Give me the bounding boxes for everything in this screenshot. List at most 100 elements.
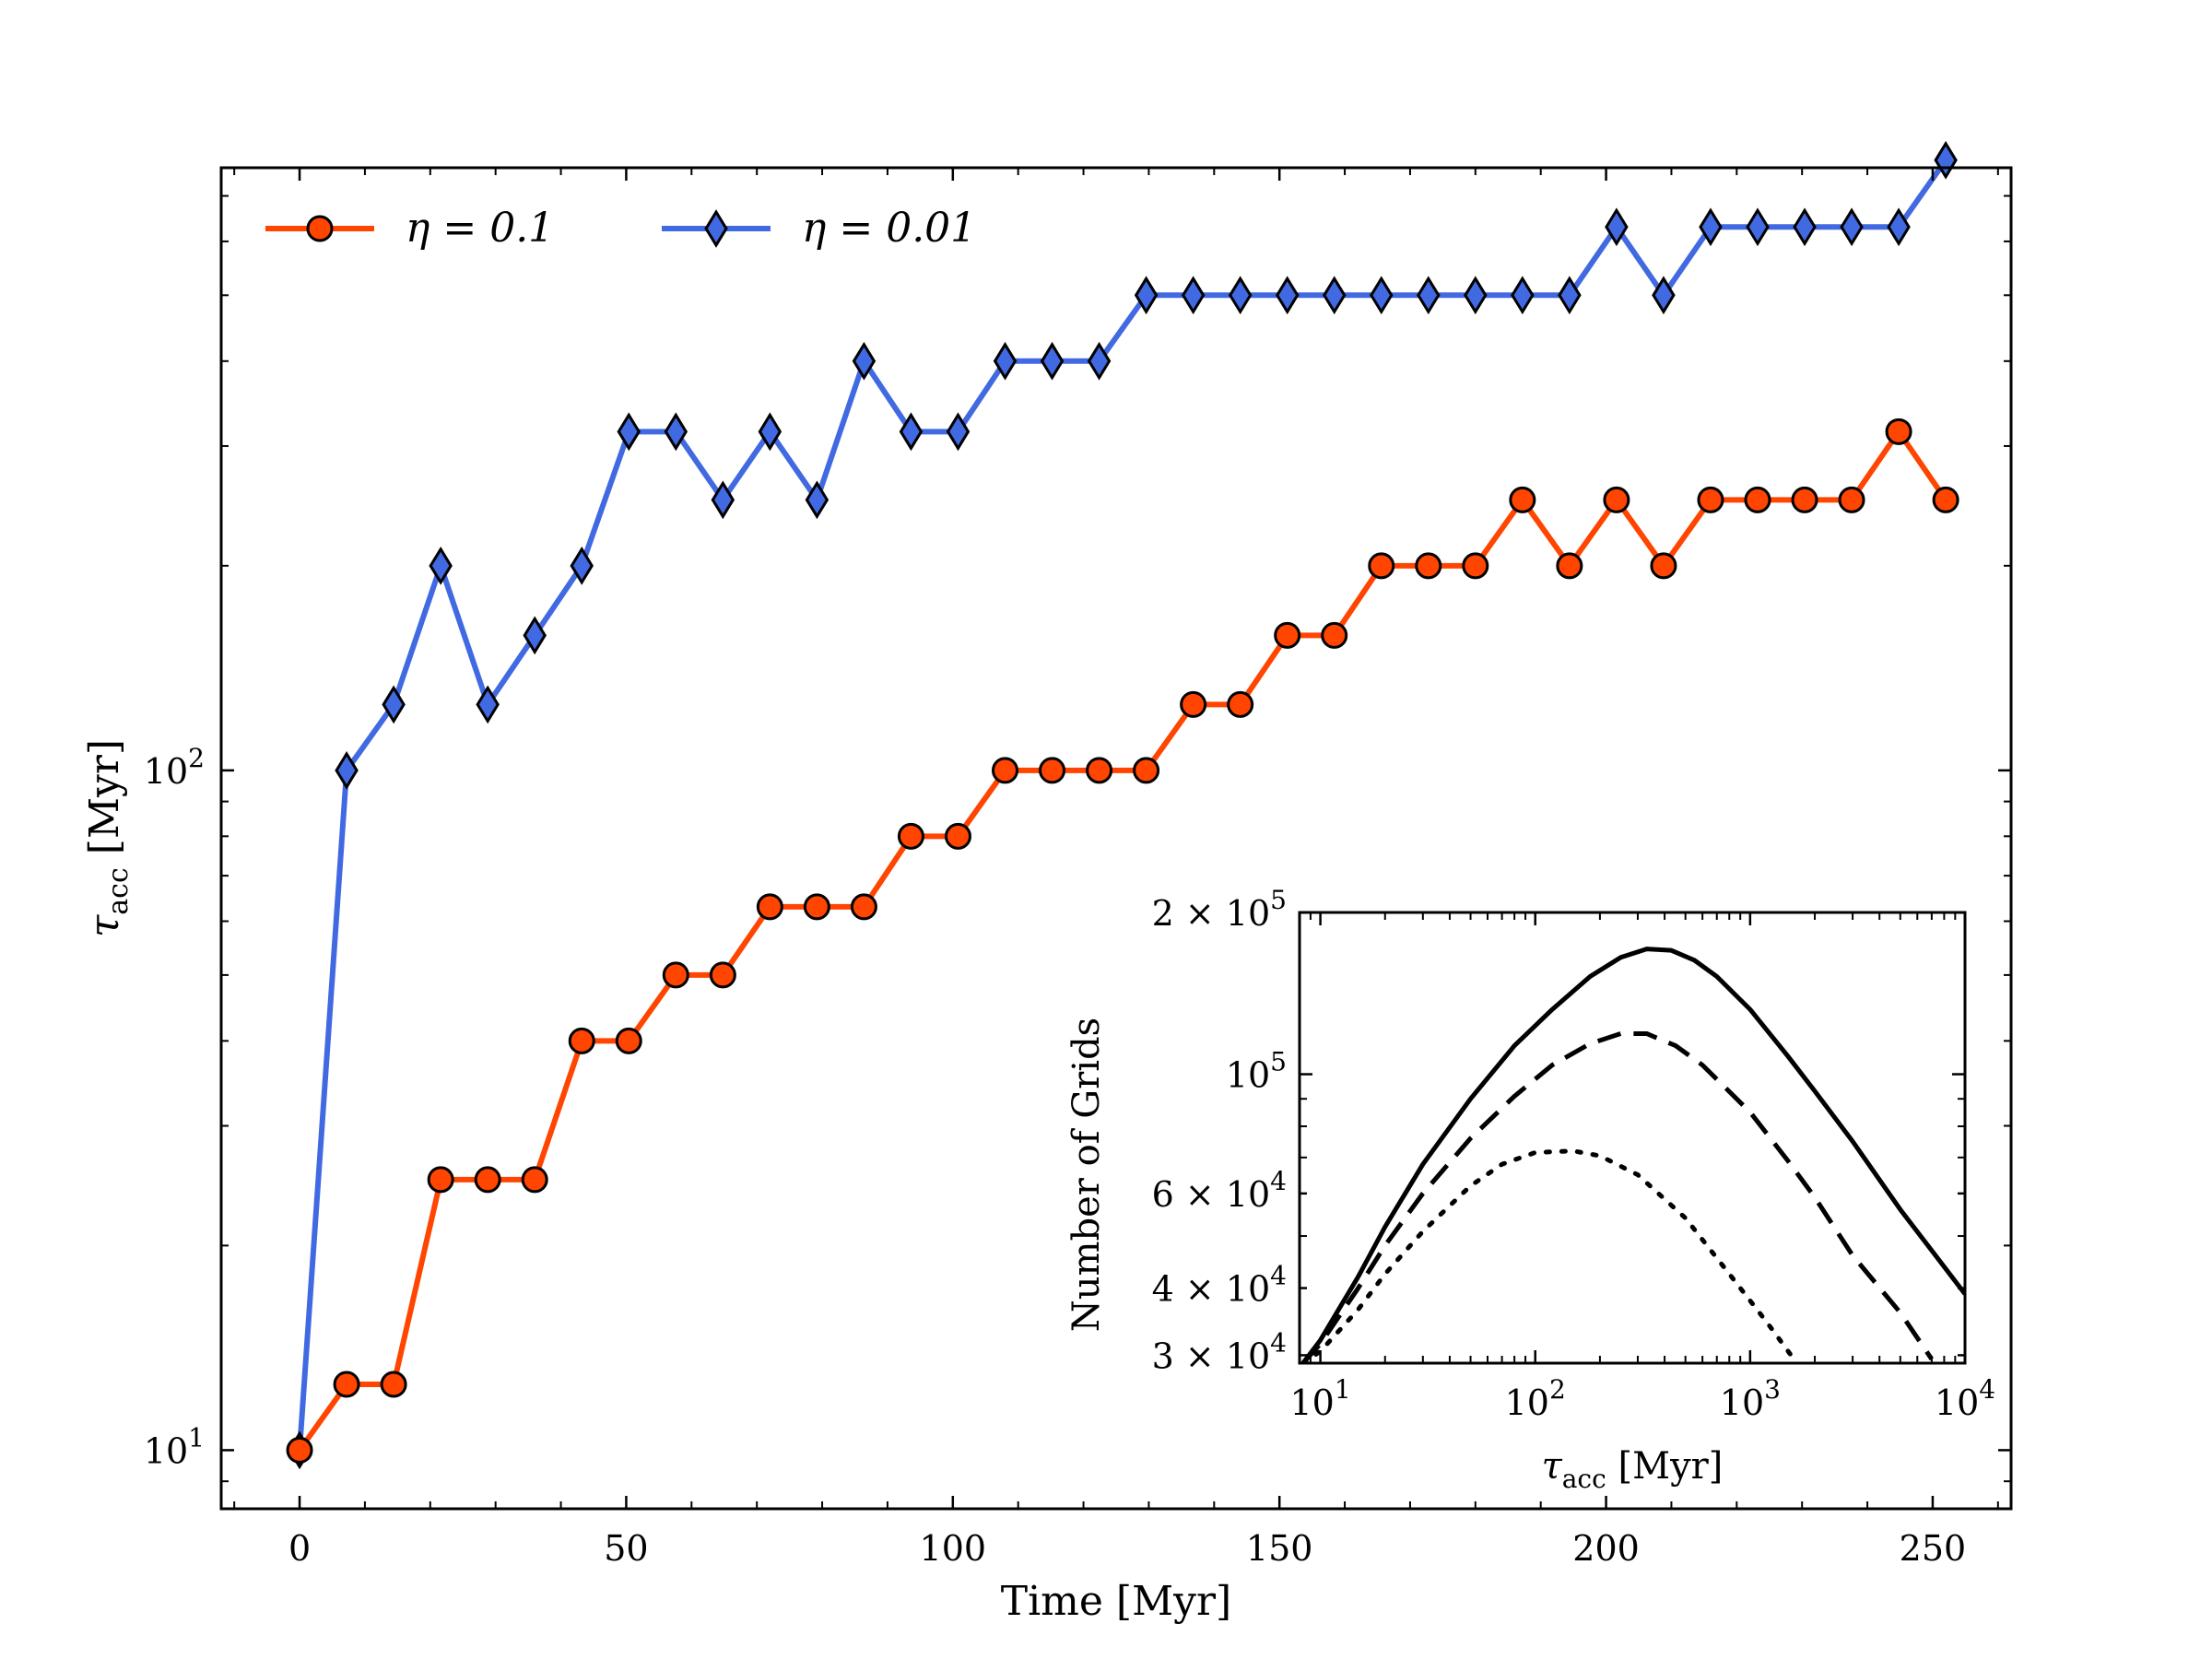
main-y-axis-label: τacc [Myr]: [81, 739, 135, 937]
data-point: [711, 480, 735, 520]
data-point: [1322, 276, 1347, 315]
inset-x-tick-label: 103: [1720, 1374, 1781, 1423]
data-point: [1746, 207, 1770, 247]
data-point: [1086, 757, 1113, 784]
inset-x-tick-label: 104: [1935, 1374, 1995, 1423]
x-tick-label: 50: [604, 1528, 648, 1569]
data-point: [335, 750, 359, 790]
data-point: [476, 685, 500, 724]
data-point: [521, 1166, 548, 1194]
x-tick-label: 100: [920, 1528, 987, 1569]
data-point: [1603, 486, 1630, 513]
data-point: [427, 1166, 454, 1194]
data-point: [850, 893, 877, 921]
inset-y-tick-label: 6 × 104: [1152, 1166, 1287, 1215]
legend-marker: [306, 215, 334, 242]
data-point: [1605, 207, 1629, 247]
data-point: [1321, 621, 1348, 649]
data-point: [1885, 418, 1912, 445]
data-point: [1462, 552, 1489, 580]
main-ticks-layer: 0 50 100 150 200 250 101 102: [144, 168, 2011, 1569]
data-point: [1464, 276, 1488, 315]
inset-x-tick-label: 101: [1289, 1374, 1350, 1423]
data-point: [944, 822, 971, 850]
inset-y-tick-label: 2 × 105: [1152, 885, 1287, 934]
data-point: [1133, 757, 1160, 784]
data-point: [1087, 341, 1112, 381]
data-point: [1556, 552, 1583, 580]
legend-marker: [704, 209, 728, 248]
inset-ticks-layer: 101 102 103 104 3 × 104 4 × 104 6 × 104 105 2 × …: [1152, 885, 1995, 1423]
legend-label: η = 0.1: [406, 205, 554, 252]
data-point: [664, 412, 688, 452]
inset-x-tick-label: 102: [1505, 1374, 1566, 1423]
data-point: [709, 961, 736, 989]
data-point: [382, 685, 406, 724]
data-point: [1697, 486, 1724, 513]
data-point: [1650, 552, 1677, 580]
inset-y-tick-label: 3 × 104: [1152, 1327, 1287, 1376]
inset-background: [1300, 912, 1965, 1363]
data-point: [1039, 757, 1066, 784]
data-point: [523, 616, 547, 655]
x-tick-label: 150: [1246, 1528, 1313, 1569]
inset-series-layer: [1300, 947, 1965, 1363]
data-point: [758, 412, 782, 452]
data-point: [333, 1371, 360, 1398]
data-point: [1228, 276, 1253, 315]
data-point: [1227, 690, 1254, 718]
data-point: [1415, 552, 1442, 580]
legend-item-eta-0-01: η = 0.01: [662, 205, 976, 252]
series-line: [297, 159, 1948, 1451]
legend: η = 0.1 η = 0.01: [265, 205, 976, 252]
data-point: [1417, 276, 1441, 315]
data-point: [1275, 276, 1300, 315]
data-point: [852, 341, 877, 381]
inset-curve-dotted: [1300, 1148, 1800, 1363]
legend-label: η = 0.01: [802, 205, 976, 252]
data-point: [380, 1371, 407, 1398]
inset-y-tick-label: 105: [1226, 1047, 1287, 1096]
main-series-layer: [286, 140, 1959, 1470]
y-tick-label: 101: [144, 1422, 205, 1471]
data-point: [570, 546, 594, 585]
data-point: [1699, 207, 1723, 247]
main-chart: 0 50 100 150 200 250 101 102 Time [Myr] τacc [M…: [81, 140, 2013, 1625]
data-point: [615, 1027, 642, 1054]
inset-y-axis-label: Number of Grids: [1065, 1018, 1108, 1332]
legend-item-eta-0-1: η = 0.1: [265, 205, 554, 252]
data-point: [1040, 341, 1065, 381]
data-point: [286, 1436, 313, 1464]
data-point: [1652, 276, 1676, 315]
x-tick-label: 250: [1900, 1528, 1967, 1569]
data-point: [1181, 276, 1206, 315]
data-point: [1180, 690, 1207, 718]
data-point: [1838, 486, 1865, 513]
inset-x-axis-label: τacc [Myr]: [1542, 1445, 1724, 1494]
data-point: [1134, 276, 1159, 315]
data-point: [429, 546, 453, 585]
inset-y-tick-label: 4 × 104: [1152, 1261, 1287, 1310]
data-point: [1511, 276, 1535, 315]
data-point: [1887, 207, 1911, 247]
data-point: [568, 1027, 595, 1054]
data-point: [805, 480, 830, 520]
data-point: [1793, 207, 1817, 247]
data-point: [1274, 621, 1301, 649]
data-point: [756, 893, 783, 921]
data-point: [1744, 486, 1771, 513]
inset-plot-frame: [1298, 911, 1967, 1365]
data-point: [897, 822, 924, 850]
data-point: [1791, 486, 1818, 513]
data-point: [946, 412, 971, 452]
series-line: [297, 429, 1948, 1453]
x-tick-label: 200: [1572, 1528, 1640, 1569]
main-plot-frame: [219, 166, 2013, 1511]
x-tick-label: 0: [288, 1528, 311, 1569]
data-point: [1932, 486, 1959, 513]
data-point: [899, 412, 924, 452]
data-point: [662, 961, 689, 989]
data-point: [1840, 207, 1864, 247]
data-point: [803, 893, 830, 921]
